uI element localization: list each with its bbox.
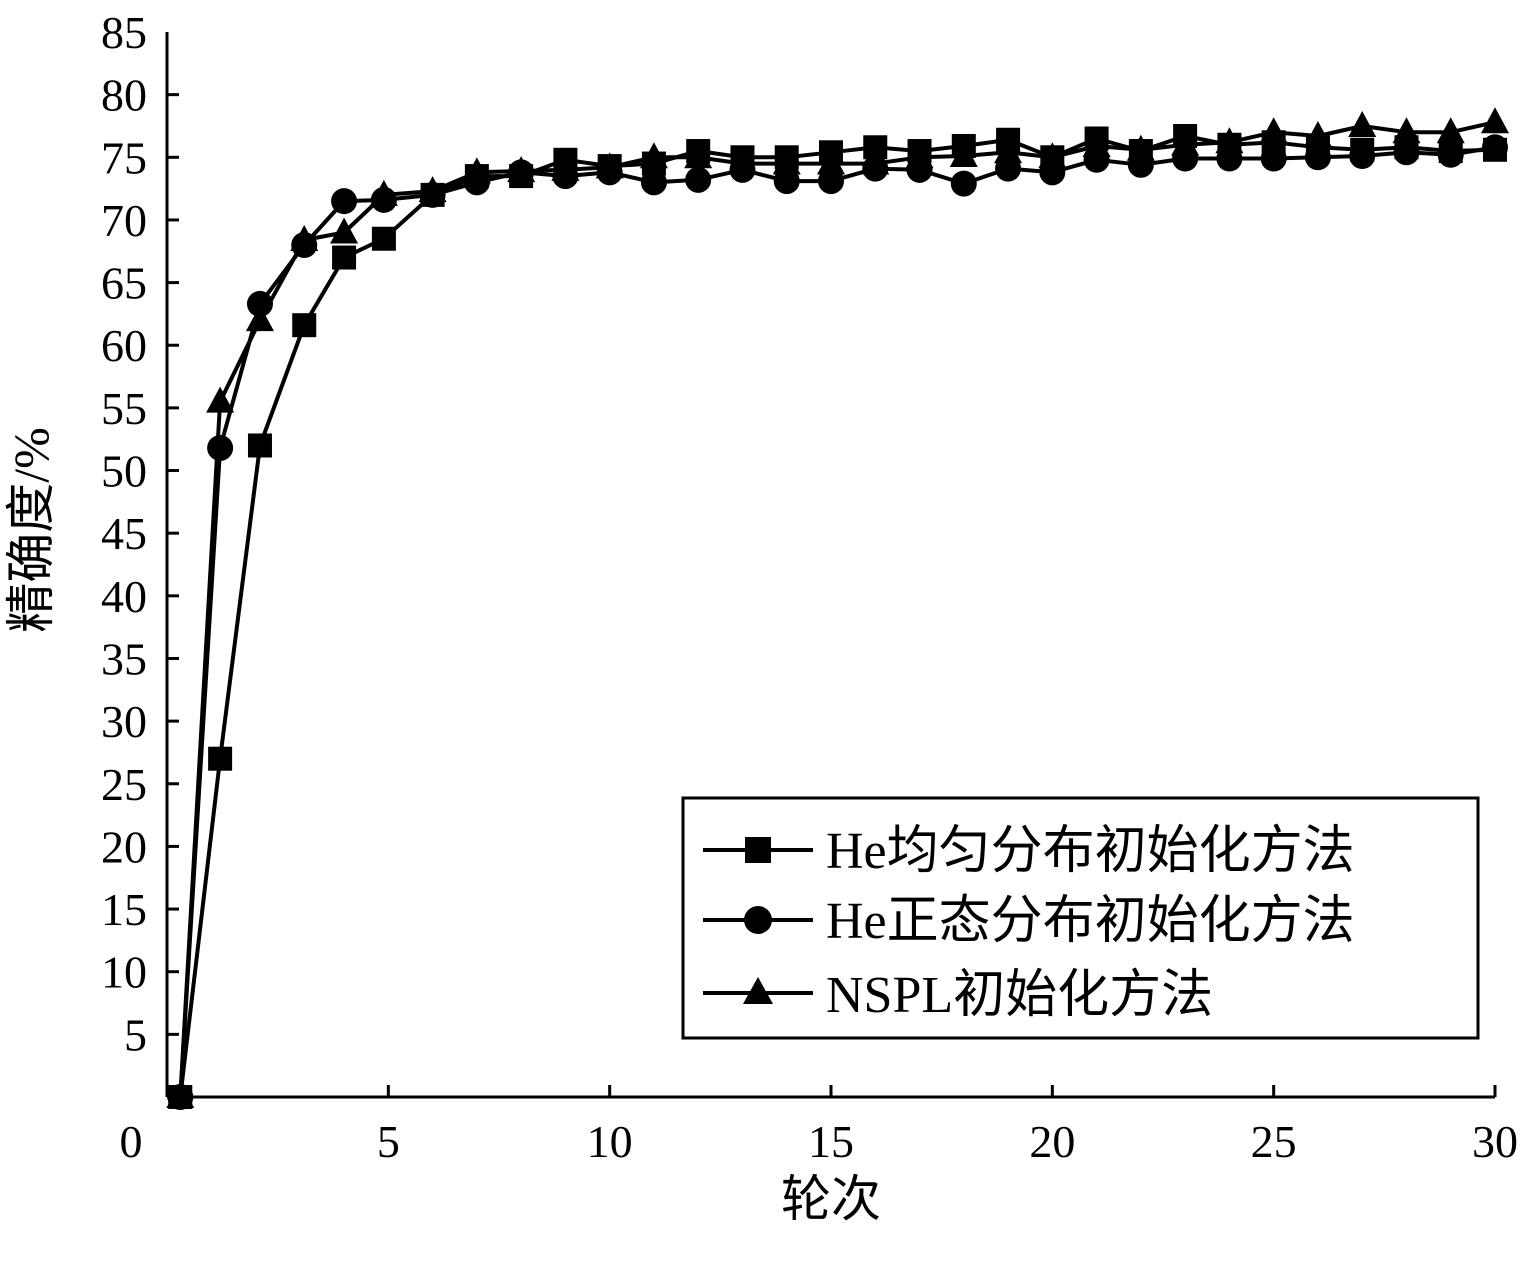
y-tick-label: 75 xyxy=(101,132,147,183)
data-point-triangle xyxy=(1215,127,1244,154)
data-point-square xyxy=(332,245,357,270)
legend-marker-square xyxy=(745,837,771,863)
y-tick-label: 55 xyxy=(101,383,147,434)
x-tick-label: 0 xyxy=(120,1116,143,1167)
x-ticks: 0 5 10 15 20 25 30 xyxy=(120,1085,1518,1167)
x-tick-label: 30 xyxy=(1472,1116,1518,1167)
data-point-triangle xyxy=(1038,142,1067,169)
data-point-triangle xyxy=(330,217,359,244)
legend-label-he-uniform: He均匀分布初始化方法 xyxy=(826,823,1355,880)
data-point-triangle xyxy=(861,148,890,175)
y-tick-label: 20 xyxy=(101,821,147,872)
data-point-triangle xyxy=(369,179,398,206)
data-point-triangle xyxy=(1348,110,1377,137)
y-tick-label: 25 xyxy=(101,759,147,810)
data-point-triangle xyxy=(1259,117,1288,144)
data-point-triangle xyxy=(639,142,668,169)
y-tick-label: 60 xyxy=(101,320,147,371)
data-point-triangle xyxy=(1436,117,1465,144)
legend-box xyxy=(681,796,1480,1040)
data-point-circle xyxy=(773,168,800,195)
y-axis-title: 精确度/% xyxy=(3,427,59,633)
data-point-triangle xyxy=(1171,129,1200,156)
y-tick-label: 80 xyxy=(101,70,147,121)
legend: He均匀分布初始化方法 He正态分布初始化方法 NSPL初始化方法 xyxy=(681,796,1480,1040)
data-point-triangle xyxy=(418,176,447,203)
data-point-triangle xyxy=(551,154,580,181)
x-tick-label: 20 xyxy=(1029,1116,1075,1167)
data-point-circle xyxy=(207,434,234,461)
legend-label-nspl: NSPL初始化方法 xyxy=(826,967,1213,1024)
data-point-triangle xyxy=(462,157,491,184)
y-tick-label: 15 xyxy=(101,884,147,935)
data-point-triangle xyxy=(728,148,757,175)
y-tick-label: 35 xyxy=(101,633,147,684)
data-point-triangle xyxy=(1481,107,1509,134)
legend-label-he-normal: He正态分布初始化方法 xyxy=(826,893,1355,950)
data-point-circle xyxy=(640,169,667,196)
data-point-square xyxy=(208,746,233,771)
series-group xyxy=(166,107,1509,1110)
y-tick-label: 30 xyxy=(101,696,147,747)
y-tick-label: 40 xyxy=(101,571,147,622)
data-point-circle xyxy=(331,188,358,215)
data-point-circle xyxy=(685,166,712,193)
data-point-square xyxy=(247,433,272,458)
x-tick-label: 10 xyxy=(587,1116,633,1167)
data-point-circle xyxy=(1260,145,1287,172)
data-point-triangle xyxy=(1082,131,1111,158)
data-point-triangle xyxy=(905,142,934,169)
y-tick-label: 5 xyxy=(124,1009,147,1060)
data-point-circle xyxy=(950,170,977,197)
data-point-triangle xyxy=(206,386,235,413)
legend-item-nspl: NSPL初始化方法 xyxy=(703,967,1213,1024)
data-point-triangle xyxy=(772,148,801,175)
y-tick-label: 45 xyxy=(101,508,147,559)
data-point-circle xyxy=(1393,139,1420,166)
data-point-triangle xyxy=(994,137,1023,164)
y-tick-label: 50 xyxy=(101,446,147,497)
data-point-circle xyxy=(1304,144,1331,171)
y-tick-label: 85 xyxy=(101,7,147,58)
data-point-triangle xyxy=(595,152,624,179)
series-nspl xyxy=(166,107,1509,1108)
data-point-triangle xyxy=(290,224,319,251)
data-point-triangle xyxy=(817,148,845,175)
data-point-triangle xyxy=(949,141,978,168)
data-point-square xyxy=(371,226,396,251)
y-tick-label: 70 xyxy=(101,195,147,246)
y-ticks: 5 10 15 20 25 30 35 40 45 50 55 60 65 70 75 80 85 xyxy=(101,7,179,1060)
data-point-circle xyxy=(1482,134,1508,161)
data-point-circle xyxy=(1437,141,1464,168)
legend-item-he-uniform: He均匀分布初始化方法 xyxy=(703,823,1355,880)
y-tick-label: 10 xyxy=(101,947,147,998)
legend-marker-circle xyxy=(744,906,772,934)
data-point-square xyxy=(292,313,317,338)
x-axis-title: 轮次 xyxy=(781,1171,881,1227)
data-point-triangle xyxy=(1303,120,1332,147)
data-point-triangle xyxy=(1392,117,1421,144)
legend-item-he-normal: He正态分布初始化方法 xyxy=(703,893,1355,950)
x-tick-label: 15 xyxy=(808,1116,854,1167)
legend-marker-triangle xyxy=(743,977,773,1004)
data-point-triangle xyxy=(684,142,713,169)
data-point-triangle xyxy=(245,305,274,332)
x-tick-label: 5 xyxy=(377,1116,400,1167)
data-point-triangle xyxy=(166,1082,195,1108)
y-tick-label: 65 xyxy=(101,258,147,309)
x-tick-label: 25 xyxy=(1251,1116,1297,1167)
data-point-circle xyxy=(818,168,844,195)
data-point-circle xyxy=(1349,143,1376,170)
data-point-triangle xyxy=(1126,134,1155,161)
data-point-triangle xyxy=(507,156,536,183)
